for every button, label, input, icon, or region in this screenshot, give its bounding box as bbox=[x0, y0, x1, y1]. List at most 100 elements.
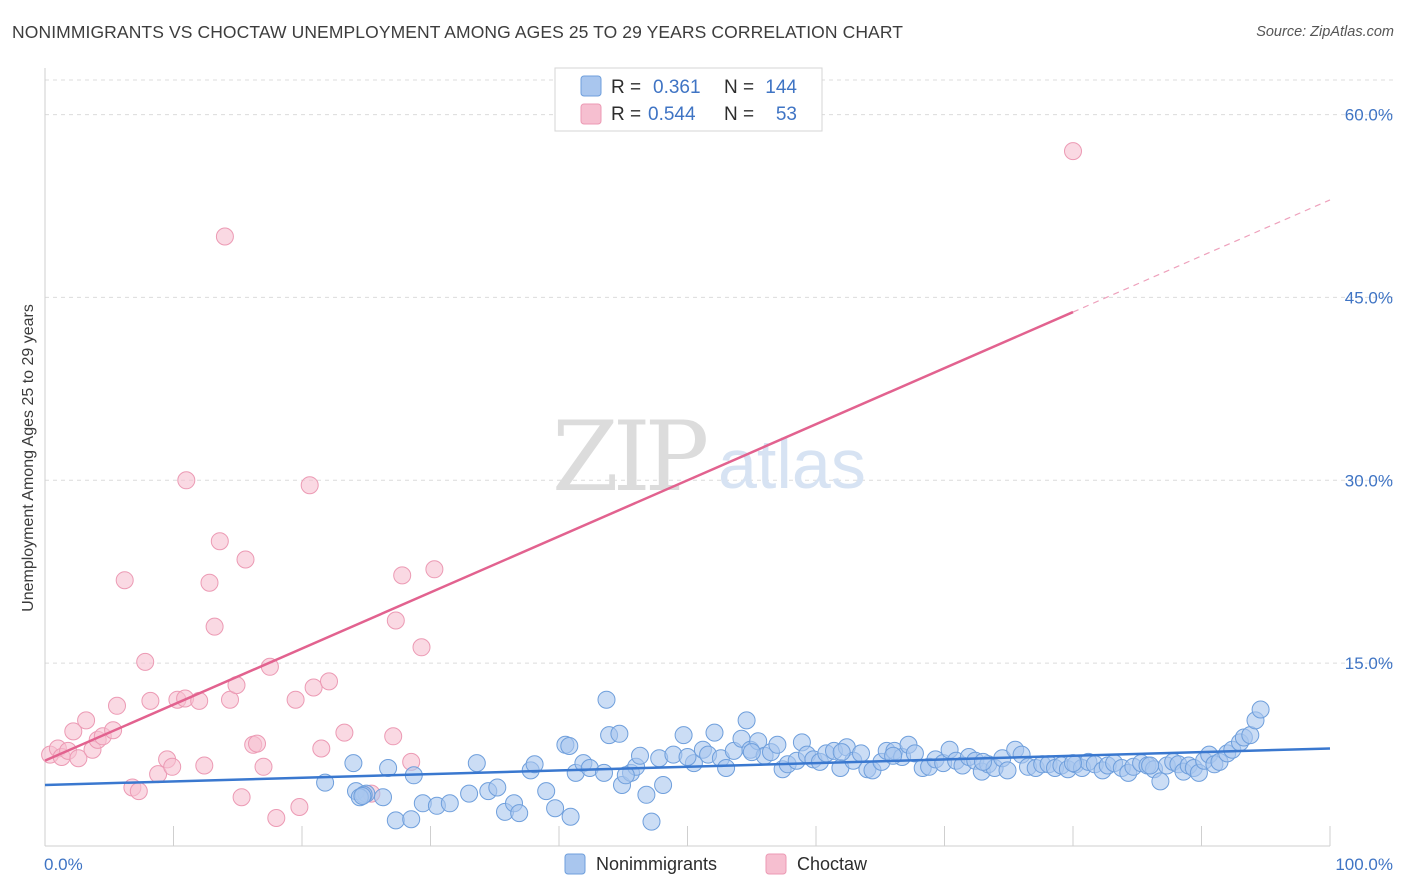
choctaw-point-24 bbox=[195, 756, 214, 775]
nonimmigrants-point-10 bbox=[344, 754, 363, 773]
choctaw-point-19 bbox=[163, 757, 182, 776]
choctaw-point-11 bbox=[108, 696, 126, 715]
nonimmigrants-point-14 bbox=[488, 778, 507, 797]
legend-n-label-2: N = bbox=[724, 104, 754, 125]
choctaw-point-37 bbox=[267, 809, 286, 827]
choctaw-point-26 bbox=[205, 617, 224, 636]
nonimmigrants-point-38 bbox=[642, 812, 661, 831]
chart-title: NONIMMIGRANTS VS CHOCTAW UNEMPLOYMENT AM… bbox=[12, 22, 904, 42]
y-axis-label: Unemployment Among Ages 25 to 29 years bbox=[20, 304, 37, 612]
choctaw-point-32 bbox=[236, 550, 255, 569]
x-tick-label-min: 0.0% bbox=[44, 855, 83, 874]
nonimmigrants-point-132 bbox=[1251, 700, 1270, 719]
choctaw-point-22 bbox=[177, 471, 196, 490]
choctaw-point-51 bbox=[425, 560, 444, 579]
legend-r-value-1: 0.361 bbox=[653, 77, 701, 98]
y-tick-labels: 15.0% 30.0% 45.0% 60.0% bbox=[1345, 106, 1393, 674]
choctaw-point-44 bbox=[335, 723, 354, 742]
choctaw-point-4 bbox=[64, 722, 83, 741]
nonimmigrants-point-138 bbox=[742, 743, 761, 762]
nonimmigrants-point-135 bbox=[460, 784, 479, 803]
stats-legend: R = 0.361 N = 144 R = 0.544 N = 53 bbox=[554, 67, 823, 132]
y-tick-label-2: 45.0% bbox=[1345, 288, 1393, 307]
nonimmigrants-point-30 bbox=[597, 690, 616, 709]
choctaw-point-28 bbox=[215, 227, 234, 246]
bottom-legend-label-choctaw: Choctaw bbox=[797, 854, 868, 874]
legend-r-label-2: R = bbox=[611, 104, 641, 125]
choctaw-point-47 bbox=[386, 611, 405, 630]
nonimmigrants-point-139 bbox=[832, 743, 851, 762]
choctaw-point-41 bbox=[304, 678, 323, 697]
watermark-zip: ZIP bbox=[552, 401, 707, 513]
y-tick-label-0: 15.0% bbox=[1345, 654, 1393, 673]
nonimmigrants-point-143 bbox=[1141, 756, 1160, 775]
bottom-legend-swatch-choctaw bbox=[765, 853, 787, 875]
nonimmigrants-point-141 bbox=[974, 752, 992, 771]
choctaw-point-14 bbox=[129, 782, 148, 801]
choctaw-point-6 bbox=[77, 711, 96, 730]
choctaw-point-5 bbox=[69, 749, 88, 768]
choctaw-point-27 bbox=[210, 532, 229, 551]
nonimmigrants-point-42 bbox=[674, 726, 693, 745]
legend-swatch-nonimmigrants bbox=[580, 75, 602, 97]
gridlines bbox=[45, 79, 1393, 664]
choctaw-point-40 bbox=[300, 476, 319, 495]
nonimmigrants-point-15 bbox=[467, 754, 486, 773]
nonimmigrants-point-22 bbox=[546, 799, 565, 818]
nonimmigrants-point-29 bbox=[595, 763, 613, 782]
choctaw-point-35 bbox=[254, 757, 273, 776]
y-tick-label-1: 30.0% bbox=[1345, 471, 1393, 490]
nonimmigrants-point-37 bbox=[637, 785, 656, 804]
choctaw-point-43 bbox=[320, 672, 338, 691]
choctaw-point-46 bbox=[384, 727, 403, 746]
choctaw-point-16 bbox=[141, 691, 160, 710]
legend-n-value-2: 53 bbox=[776, 104, 797, 125]
watermark: ZIP atlas bbox=[552, 401, 866, 513]
nonimmigrants-point-137 bbox=[678, 748, 697, 766]
choctaw-point-12 bbox=[115, 571, 134, 590]
watermark-atlas: atlas bbox=[718, 425, 866, 503]
nonimmigrants-point-51 bbox=[737, 711, 756, 730]
nonimmigrants-point-20 bbox=[525, 755, 544, 774]
nonimmigrants-point-91 bbox=[998, 761, 1017, 780]
nonimmigrants-trend-line bbox=[44, 747, 1331, 787]
nonimmigrants-point-24 bbox=[560, 737, 579, 755]
choctaw-point-34 bbox=[248, 734, 266, 753]
trend-lines bbox=[44, 199, 1331, 787]
nonimmigrants-point-36 bbox=[631, 746, 649, 765]
choctaw-trend-line bbox=[44, 310, 1074, 762]
nonimmigrants-point-25 bbox=[561, 807, 580, 826]
series-legend: Nonimmigrants Choctaw bbox=[564, 853, 868, 875]
nonimmigrants-point-5 bbox=[386, 811, 405, 830]
choctaw-point-31 bbox=[232, 788, 251, 807]
bottom-legend-swatch-nonimmigrants bbox=[564, 853, 586, 875]
nonimmigrants-point-56 bbox=[768, 735, 787, 754]
nonimmigrants-point-136 bbox=[616, 766, 635, 785]
nonimmigrants-point-134 bbox=[353, 787, 372, 805]
nonimmigrants-point-69 bbox=[852, 744, 870, 763]
choctaw-point-15 bbox=[136, 652, 155, 671]
choctaw-point-48 bbox=[393, 566, 412, 585]
nonimmigrants-point-9 bbox=[440, 794, 459, 813]
choctaw-points bbox=[41, 142, 1082, 827]
choctaw-point-52 bbox=[1064, 142, 1082, 161]
nonimmigrants-point-6 bbox=[402, 810, 421, 829]
choctaw-point-50 bbox=[412, 638, 431, 657]
legend-n-label-1: N = bbox=[724, 77, 754, 98]
choctaw-point-39 bbox=[290, 798, 309, 816]
nonimmigrants-point-46 bbox=[705, 723, 724, 742]
nonimmigrants-point-4 bbox=[374, 788, 392, 807]
nonimmigrants-point-21 bbox=[537, 782, 556, 801]
nonimmigrants-point-114 bbox=[1151, 772, 1170, 791]
bottom-legend-label-nonimmigrants: Nonimmigrants bbox=[596, 854, 717, 874]
nonimmigrants-points bbox=[316, 690, 1270, 831]
y-tick-label-3: 60.0% bbox=[1345, 106, 1393, 125]
choctaw-point-42 bbox=[312, 739, 331, 758]
source-label: Source: ZipAtlas.com bbox=[1256, 24, 1394, 40]
legend-r-label-1: R = bbox=[611, 77, 641, 98]
legend-r-value-2: 0.544 bbox=[648, 104, 696, 125]
x-tick-label-max: 100.0% bbox=[1335, 855, 1393, 874]
nonimmigrants-point-77 bbox=[905, 744, 924, 763]
nonimmigrants-point-40 bbox=[654, 776, 673, 794]
